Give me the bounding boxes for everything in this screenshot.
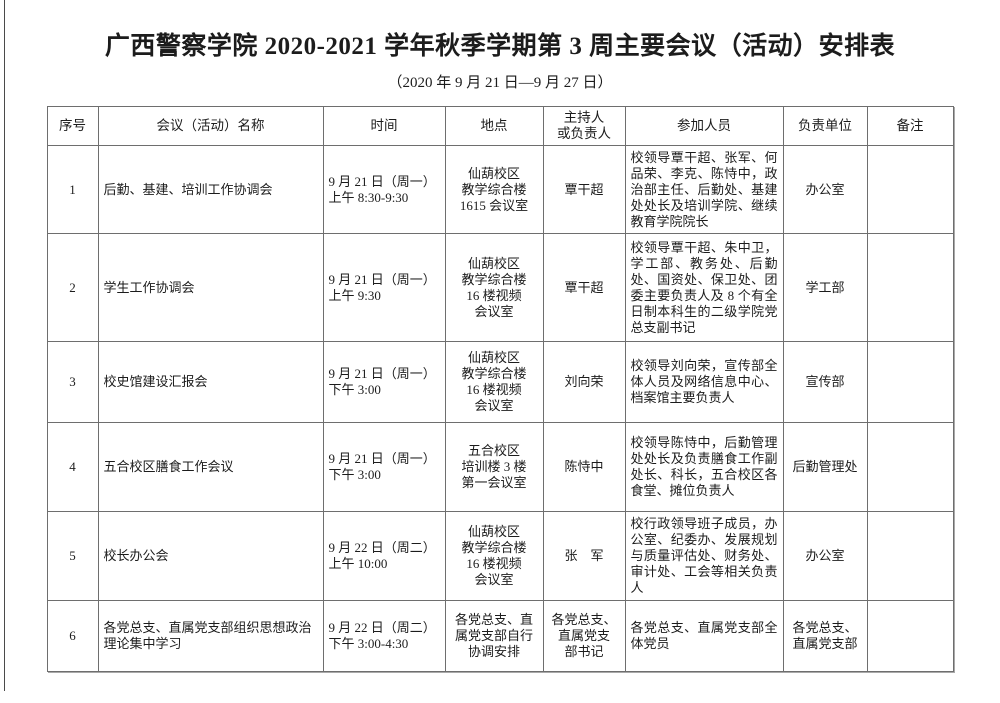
cell-remark <box>866 145 954 234</box>
cell-participants: 校领导覃干超、张军、何品荣、李克、陈恃中，政治部主任、后勤处、基建处处长及培训学… <box>624 145 784 234</box>
cell-unit: 办公室 <box>782 145 868 234</box>
page-title: 广西警察学院 2020-2021 学年秋季学期第 3 周主要会议（活动）安排表 <box>104 33 896 60</box>
cell-name: 校长办公会 <box>97 511 324 601</box>
cell-remark <box>866 600 954 672</box>
cell-host: 刘向荣 <box>542 341 626 423</box>
table-row: 5 校长办公会 9 月 22 日（周二） 上午 10:00 仙葫校区 教学综合楼… <box>46 511 954 601</box>
cell-name: 校史馆建设汇报会 <box>97 341 324 423</box>
header-unit: 负责单位 <box>782 106 868 146</box>
cell-participants: 校行政领导班子成员，办公室、纪委办、发展规划与质量评估处、财务处、审计处、工会等… <box>624 511 784 601</box>
cell-name: 后勤、基建、培训工作协调会 <box>97 145 324 234</box>
cell-seq: 1 <box>46 145 99 234</box>
cell-participants: 校领导陈恃中，后勤管理处处长及负责膳食工作副处长、科长，五合校区各食堂、摊位负责… <box>624 422 784 512</box>
cell-place: 五合校区 培训楼 3 楼 第一会议室 <box>444 422 544 512</box>
table-header-row: 序号 会议（活动）名称 时间 地点 主持人 或负责人 参加人员 负责单位 备注 <box>46 106 954 146</box>
cell-remark <box>866 341 954 423</box>
cell-remark <box>866 422 954 512</box>
header-host: 主持人 或负责人 <box>542 106 626 146</box>
cell-name: 五合校区膳食工作会议 <box>97 422 324 512</box>
cell-seq: 3 <box>46 341 99 423</box>
cell-unit: 各党总支、 直属党支部 <box>782 600 868 672</box>
cell-seq: 4 <box>46 422 99 512</box>
cell-unit: 后勤管理处 <box>782 422 868 512</box>
cell-time: 9 月 22 日（周二） 下午 3:00-4:30 <box>322 600 446 672</box>
cell-host: 覃干超 <box>542 145 626 234</box>
cell-time: 9 月 22 日（周二） 上午 10:00 <box>322 511 446 601</box>
table-row: 3 校史馆建设汇报会 9 月 21 日（周一） 下午 3:00 仙葫校区 教学综… <box>46 341 954 423</box>
cell-host: 陈恃中 <box>542 422 626 512</box>
cell-seq: 6 <box>46 600 99 672</box>
cell-host: 张 军 <box>542 511 626 601</box>
cell-host: 覃干超 <box>542 233 626 342</box>
header-remark: 备注 <box>866 106 954 146</box>
cell-unit: 办公室 <box>782 511 868 601</box>
cell-participants: 各党总支、直属党支部全体党员 <box>624 600 784 672</box>
cell-time: 9 月 21 日（周一） 下午 3:00 <box>322 341 446 423</box>
table-row: 1 后勤、基建、培训工作协调会 9 月 21 日（周一） 上午 8:30-9:3… <box>46 145 954 234</box>
cell-place: 仙葫校区 教学综合楼 16 楼视频 会议室 <box>444 341 544 423</box>
cell-participants: 校领导刘向荣，宣传部全体人员及网络信息中心、档案馆主要负责人 <box>624 341 784 423</box>
header-place: 地点 <box>444 106 544 146</box>
meeting-schedule-table: 序号 会议（活动）名称 时间 地点 主持人 或负责人 参加人员 负责单位 备注 … <box>46 106 954 672</box>
cell-remark <box>866 511 954 601</box>
cell-name: 学生工作协调会 <box>97 233 324 342</box>
cell-name: 各党总支、直属党支部组织思想政治理论集中学习 <box>97 600 324 672</box>
cell-time: 9 月 21 日（周一） 下午 3:00 <box>322 422 446 512</box>
cell-time: 9 月 21 日（周一） 上午 9:30 <box>322 233 446 342</box>
header-name: 会议（活动）名称 <box>97 106 324 146</box>
header-time: 时间 <box>322 106 446 146</box>
cell-place: 仙葫校区 教学综合楼 16 楼视频 会议室 <box>444 511 544 601</box>
page-subtitle: （2020 年 9 月 21 日—9 月 27 日） <box>387 75 613 91</box>
cell-seq: 5 <box>46 511 99 601</box>
cell-remark <box>866 233 954 342</box>
cell-place: 各党总支、直 属党支部自行 协调安排 <box>444 600 544 672</box>
cell-time: 9 月 21 日（周一） 上午 8:30-9:30 <box>322 145 446 234</box>
cell-place: 仙葫校区 教学综合楼 1615 会议室 <box>444 145 544 234</box>
header-seq: 序号 <box>46 106 99 146</box>
cell-place: 仙葫校区 教学综合楼 16 楼视频 会议室 <box>444 233 544 342</box>
cell-unit: 学工部 <box>782 233 868 342</box>
header-participants: 参加人员 <box>624 106 784 146</box>
table-row: 4 五合校区膳食工作会议 9 月 21 日（周一） 下午 3:00 五合校区 培… <box>46 422 954 512</box>
page-edge-line <box>4 0 5 691</box>
cell-seq: 2 <box>46 233 99 342</box>
table-row: 2 学生工作协调会 9 月 21 日（周一） 上午 9:30 仙葫校区 教学综合… <box>46 233 954 342</box>
cell-host: 各党总支、 直属党支 部书记 <box>542 600 626 672</box>
cell-unit: 宣传部 <box>782 341 868 423</box>
table-row: 6 各党总支、直属党支部组织思想政治理论集中学习 9 月 22 日（周二） 下午… <box>46 600 954 672</box>
cell-participants: 校领导覃干超、朱中卫，学工部、教务处、后勤处、国资处、保卫处、团委主要负责人及 … <box>624 233 784 342</box>
